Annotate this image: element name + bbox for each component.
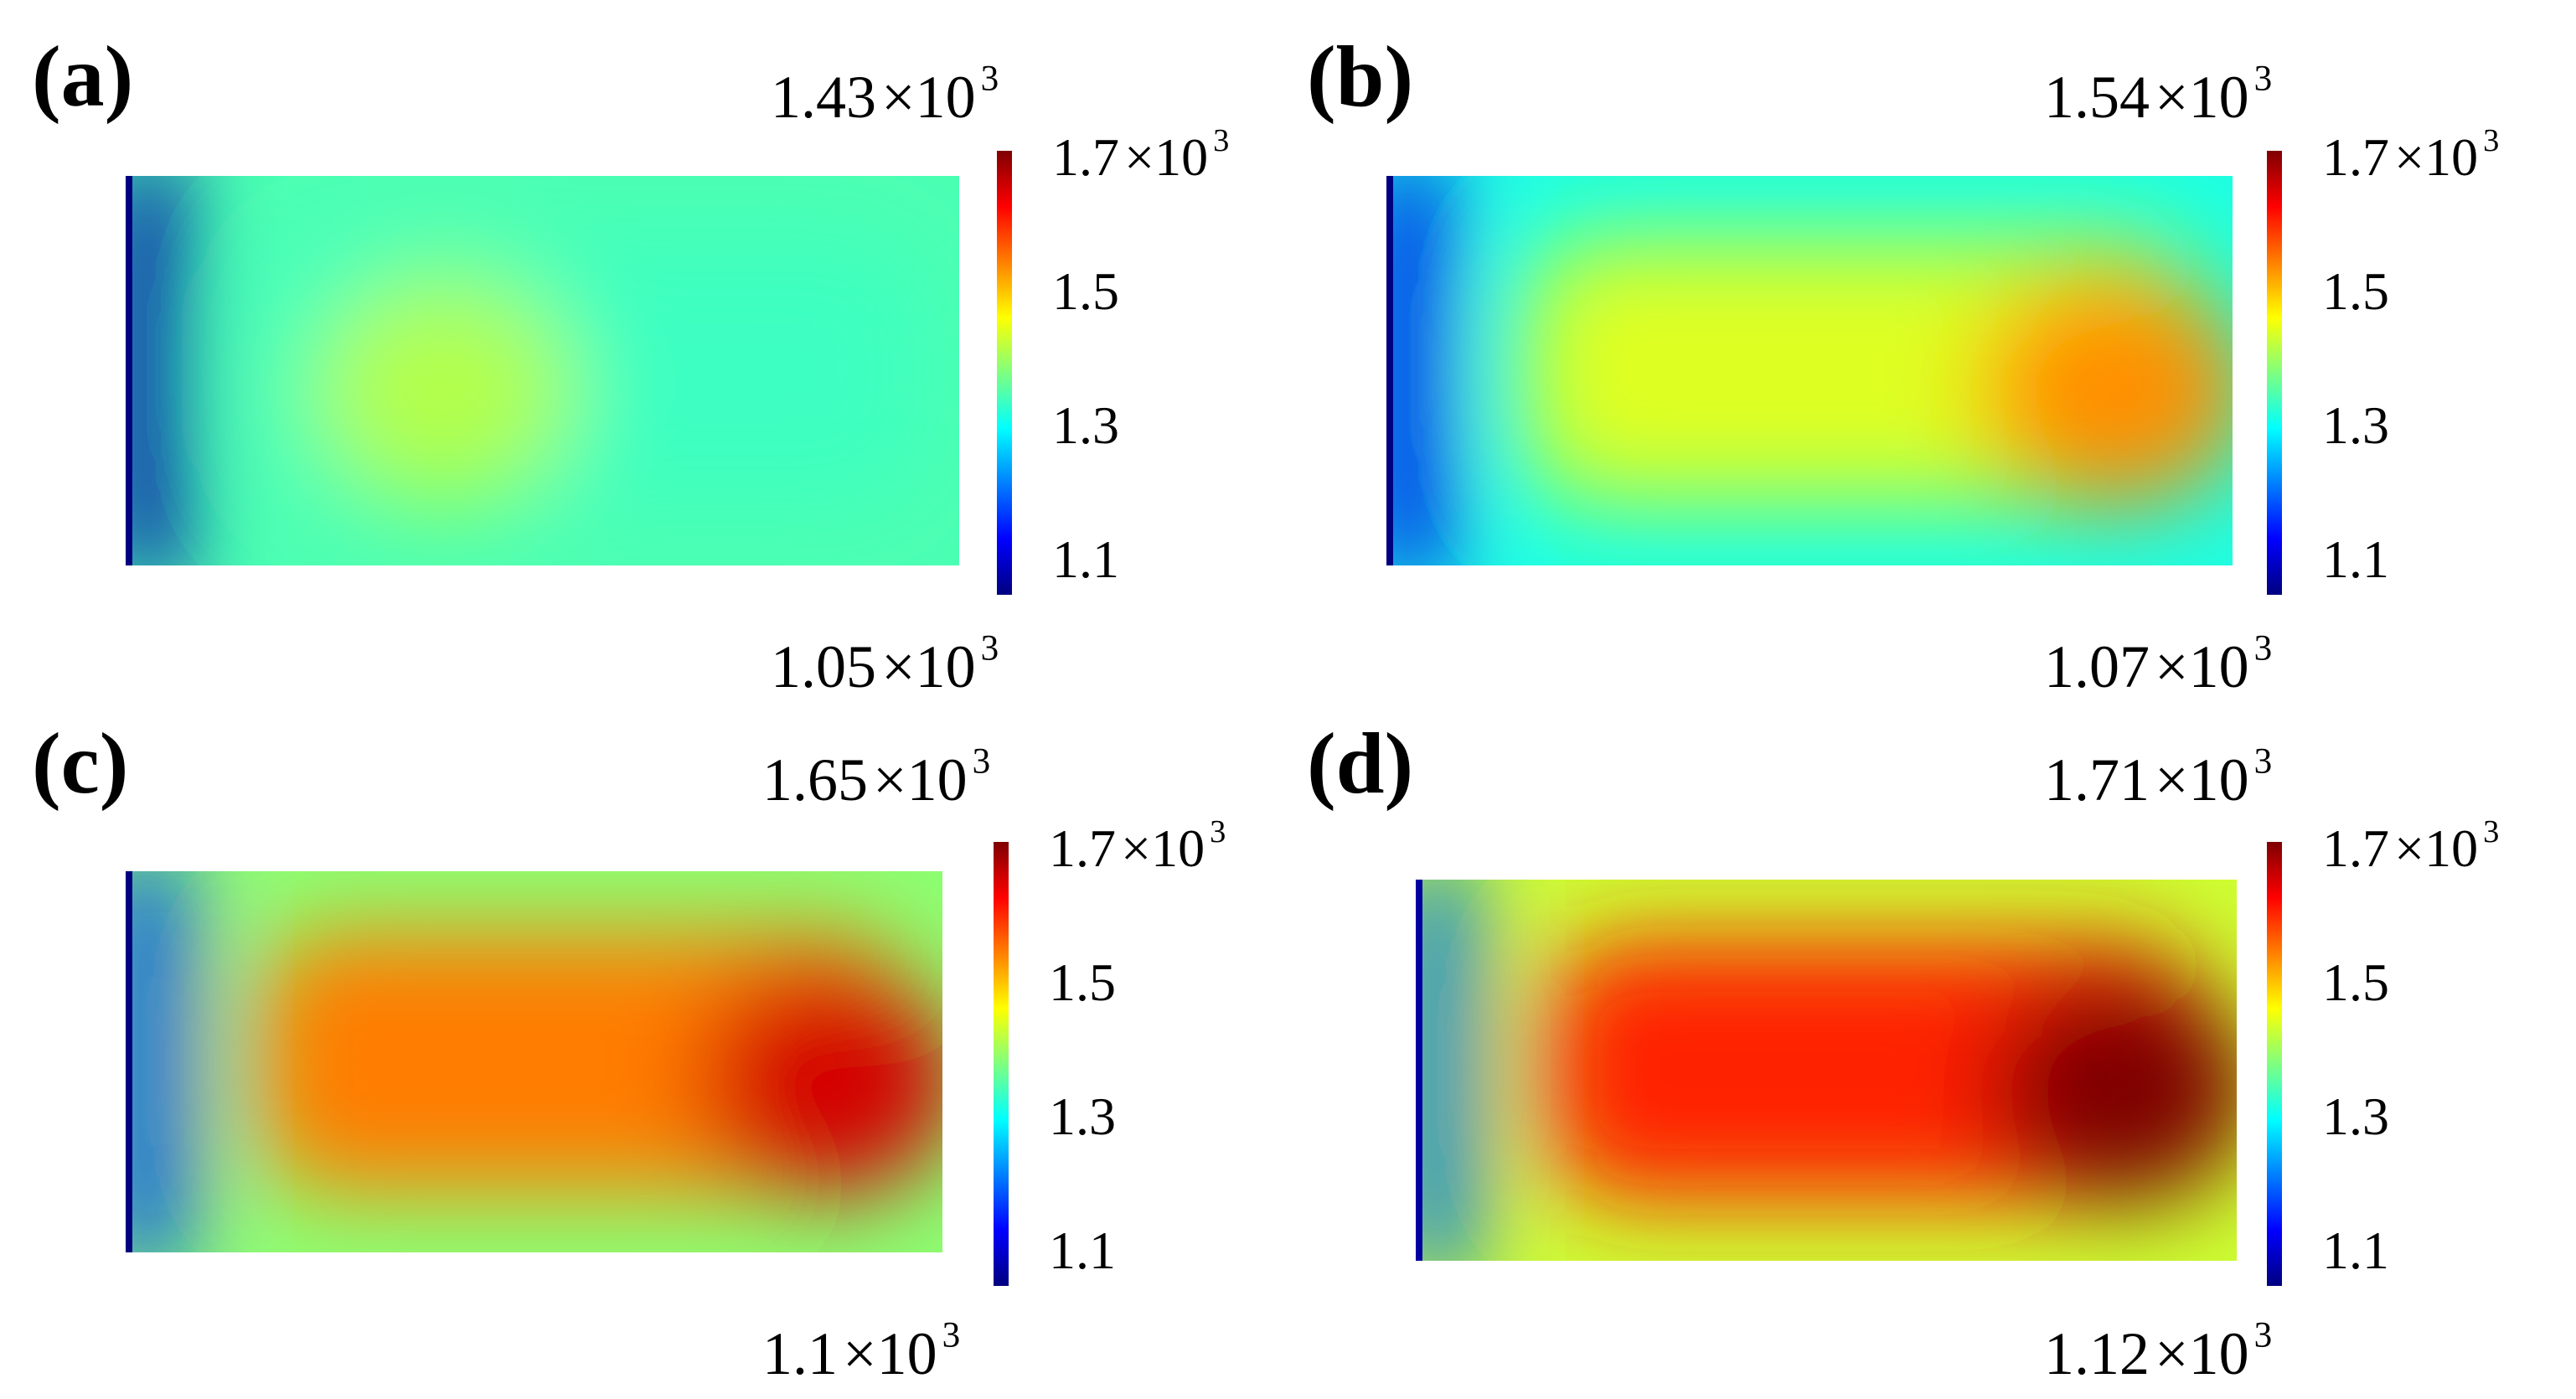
colorbar-tick-label: 1.5 <box>2322 261 2389 321</box>
max-value-label-multiplier: ×10 <box>2155 64 2249 131</box>
min-value-label-exponent: 3 <box>2253 628 2273 669</box>
max-value-label: 1.71×10 3 <box>2044 744 2272 810</box>
min-value-label-number: 1.07 <box>2044 633 2150 700</box>
max-value-label-number: 1.43 <box>771 64 876 131</box>
colorbar <box>2267 842 2282 1286</box>
colorbar-tick-label: 1.1 <box>2322 529 2389 589</box>
field-inlet <box>126 176 184 565</box>
min-value-label-multiplier: ×10 <box>2155 1320 2249 1387</box>
field-inlet <box>1416 880 1474 1261</box>
max-value-label-exponent: 3 <box>972 741 991 782</box>
colorbar-gradient <box>994 842 1009 1286</box>
field-hotspot <box>1990 974 2237 1204</box>
colorbar-tick-label: 1.3 <box>1052 395 1119 455</box>
panel-label: (c) <box>32 715 129 812</box>
colorbar-gradient <box>2267 151 2282 595</box>
max-value-label-number: 1.65 <box>762 746 868 813</box>
inlet-edge <box>126 871 132 1252</box>
min-value-label: 1.05×10 3 <box>771 631 999 697</box>
field-gradient <box>126 176 927 565</box>
field-gradient <box>1416 880 2237 1261</box>
min-value-label-exponent: 3 <box>942 1315 961 1355</box>
max-value-label-exponent: 3 <box>2253 59 2273 99</box>
inlet-edge <box>1386 176 1393 565</box>
max-value-label-exponent: 3 <box>980 59 999 99</box>
max-value-label: 1.43×10 3 <box>771 61 999 127</box>
colorbar-gradient <box>2267 842 2282 1286</box>
colorbar-tick-label: 1.3 <box>2322 1087 2389 1146</box>
colorbar-tick-label: 1.3 <box>1049 1087 1116 1146</box>
max-value-label-number: 1.54 <box>2044 64 2150 131</box>
max-value-label-multiplier: ×10 <box>873 746 968 813</box>
max-value-label: 1.54×10 3 <box>2044 61 2272 127</box>
colorbar <box>997 151 1012 595</box>
min-value-label-number: 1.12 <box>2044 1320 2150 1387</box>
min-value-label: 1.1×10 3 <box>762 1318 960 1384</box>
colorbar-tick-label: 1.3 <box>2322 395 2389 455</box>
colorbar-tick-label: 1.5 <box>1052 261 1119 321</box>
min-value-label-number: 1.05 <box>771 633 876 700</box>
panel-label: (d) <box>1307 715 1414 812</box>
colorbar-tick-label: 1.1 <box>1052 529 1119 589</box>
temperature-field <box>1386 176 2233 565</box>
colorbar <box>2267 151 2282 595</box>
temperature-field <box>126 871 942 1252</box>
max-value-label-exponent: 3 <box>2253 741 2273 782</box>
colorbar <box>994 842 1009 1286</box>
inlet-edge <box>1416 880 1422 1261</box>
max-value-label-multiplier: ×10 <box>881 64 976 131</box>
panel-label: (a) <box>32 28 134 125</box>
field-inlet <box>126 871 183 1252</box>
temperature-field <box>126 176 959 565</box>
colorbar-tick-label: 1.5 <box>1049 952 1116 1012</box>
min-value-label-multiplier: ×10 <box>843 1320 937 1387</box>
field-gradient <box>126 871 942 1252</box>
min-value-label: 1.12×10 3 <box>2044 1318 2272 1384</box>
colorbar-tick-label: 1.1 <box>2322 1221 2389 1280</box>
field-hotspot <box>697 966 942 1195</box>
colorbar-tick-label: 1.5 <box>2322 952 2389 1012</box>
temperature-field <box>1416 880 2237 1261</box>
min-value-label-exponent: 3 <box>980 628 999 669</box>
panel-label: (b) <box>1307 28 1414 125</box>
min-value-label-number: 1.1 <box>762 1320 838 1387</box>
max-value-label: 1.65×10 3 <box>762 744 990 810</box>
colorbar-tick-label: 1.7×10 3 <box>2322 123 2500 187</box>
colorbar-tick-label: 1.7×10 3 <box>1052 123 1230 187</box>
field-hotspot <box>308 273 576 508</box>
colorbar-tick-label: 1.7×10 3 <box>1049 814 1226 878</box>
colorbar-tick-label: 1.7×10 3 <box>2322 814 2500 878</box>
inlet-edge <box>126 176 132 565</box>
colorbar-gradient <box>997 151 1012 595</box>
field-hotspot <box>1979 273 2233 508</box>
min-value-label-exponent: 3 <box>2253 1315 2273 1355</box>
colorbar-tick-label: 1.1 <box>1049 1221 1116 1280</box>
field-gradient <box>1386 176 2233 565</box>
field-inlet <box>1386 176 1446 565</box>
min-value-label-multiplier: ×10 <box>881 633 976 700</box>
max-value-label-number: 1.71 <box>2044 746 2150 813</box>
min-value-label-multiplier: ×10 <box>2155 633 2249 700</box>
min-value-label: 1.07×10 3 <box>2044 631 2272 697</box>
max-value-label-multiplier: ×10 <box>2155 746 2249 813</box>
